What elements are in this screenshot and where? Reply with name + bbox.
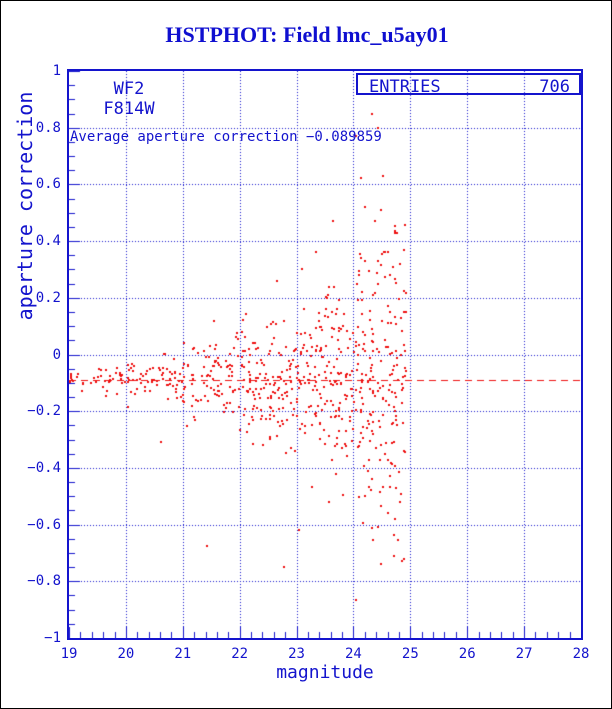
x-tick-label: 22	[231, 646, 249, 662]
y-tick-label: 0.4	[35, 233, 61, 250]
filter-label: F814W	[103, 99, 155, 119]
y-tick-label: −0.6	[27, 516, 61, 533]
chart-title: HSTPHOT: Field lmc_u5ay01	[165, 22, 449, 47]
y-tick-label: −0.2	[27, 403, 61, 420]
y-tick-label: 0.8	[35, 119, 61, 136]
y-tick-label: −0.4	[27, 459, 61, 476]
x-tick-label: 26	[458, 646, 476, 662]
camera-label: WF2	[113, 79, 145, 99]
entries-legend-box: ENTRIES 706	[356, 73, 581, 97]
x-tick-label: 27	[515, 646, 533, 662]
y-tick-label: −0.8	[27, 573, 61, 590]
x-tick-label: 20	[117, 646, 135, 662]
y-tick-label: 0.6	[35, 176, 61, 193]
legend-entries-label: ENTRIES	[369, 77, 441, 97]
scatter-plot-canvas	[69, 71, 581, 638]
x-tick-label: 24	[345, 646, 362, 662]
x-tick-label: 28	[572, 646, 590, 662]
x-axis-title: magnitude	[276, 662, 374, 683]
plot-frame	[67, 69, 583, 640]
x-tick-label: 25	[401, 646, 419, 662]
legend-entries-value: 706	[539, 77, 570, 97]
y-tick-label: 0	[52, 346, 61, 363]
y-tick-label: 1	[52, 63, 61, 79]
average-correction-label: Average aperture correction −0.089859	[70, 129, 382, 145]
x-tick-label: 21	[174, 646, 192, 662]
x-tick-label: 23	[288, 646, 305, 662]
y-tick-label: 0.2	[35, 289, 61, 306]
x-tick-label: 19	[60, 646, 78, 662]
y-tick-label: −1	[44, 630, 61, 646]
